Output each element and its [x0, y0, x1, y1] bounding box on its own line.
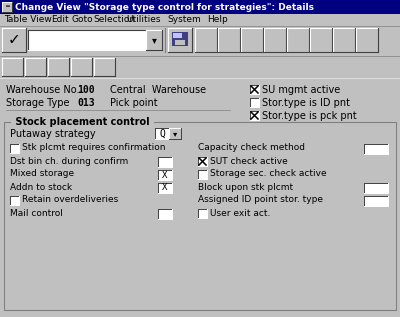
Bar [364, 196, 388, 206]
Text: Table View: Table View [4, 16, 52, 24]
Bar [28, 30, 146, 50]
Bar [2, 58, 23, 76]
Text: Stor.type is ID pnt: Stor.type is ID pnt [262, 98, 350, 108]
Text: X: X [162, 171, 168, 179]
Bar [158, 183, 172, 193]
Bar [158, 157, 172, 167]
Text: 013: 013 [77, 98, 95, 108]
Text: Q: Q [159, 128, 165, 139]
Text: Mixed storage: Mixed storage [10, 170, 74, 178]
Bar [0, 26, 400, 56]
Bar [25, 58, 46, 76]
Bar [168, 28, 192, 52]
Text: Assigned ID point stor. type: Assigned ID point stor. type [198, 196, 323, 204]
Bar [158, 170, 172, 180]
Bar [195, 28, 217, 52]
Text: Block upon stk plcmt: Block upon stk plcmt [198, 183, 293, 191]
Bar [250, 111, 259, 120]
Bar [71, 58, 92, 76]
Text: Help: Help [207, 16, 228, 24]
Text: Addn to stock: Addn to stock [10, 183, 72, 191]
Text: ▾: ▾ [173, 130, 177, 139]
Bar [94, 58, 115, 76]
Bar [10, 144, 19, 153]
Bar [198, 209, 207, 218]
Text: Mail control: Mail control [10, 209, 63, 217]
Bar [241, 28, 263, 52]
Text: Storage sec. check active: Storage sec. check active [210, 170, 327, 178]
Text: Putaway strategy: Putaway strategy [10, 129, 96, 139]
Bar [155, 128, 169, 139]
Bar [264, 28, 286, 52]
Bar [356, 28, 378, 52]
Bar [171, 31, 189, 49]
Text: Pick point: Pick point [110, 98, 158, 108]
Bar [2, 2, 12, 12]
Bar [169, 128, 181, 139]
Text: Warehouse No.: Warehouse No. [6, 85, 80, 95]
Bar [198, 157, 207, 166]
Bar [333, 28, 355, 52]
Text: Stk plcmt requires confirmation: Stk plcmt requires confirmation [22, 144, 166, 152]
Bar [364, 183, 388, 193]
Bar [146, 30, 162, 50]
Text: Utilities: Utilities [126, 16, 160, 24]
Text: System: System [167, 16, 201, 24]
Text: Stor.type is pck pnt: Stor.type is pck pnt [262, 111, 357, 121]
Bar [4, 122, 396, 310]
Bar [10, 196, 19, 205]
Bar [0, 78, 400, 317]
Bar [310, 28, 332, 52]
Text: X: X [162, 184, 168, 192]
Text: Capacity check method: Capacity check method [198, 144, 305, 152]
Bar [158, 209, 172, 219]
Bar [198, 170, 207, 179]
Bar [218, 28, 240, 52]
Bar [172, 32, 188, 46]
Text: 100: 100 [77, 85, 95, 95]
Text: ✓: ✓ [8, 33, 20, 48]
Text: SU mgmt active: SU mgmt active [262, 85, 340, 95]
Text: Storage Type: Storage Type [6, 98, 70, 108]
Bar [173, 33, 182, 38]
Text: Stock placement control: Stock placement control [12, 117, 153, 127]
Text: ▾: ▾ [152, 35, 156, 45]
Text: Goto: Goto [72, 16, 94, 24]
Bar [2, 28, 26, 52]
Text: ═: ═ [5, 4, 9, 10]
Bar [0, 56, 400, 78]
Text: Selection: Selection [93, 16, 135, 24]
Bar [48, 58, 69, 76]
Text: Edit: Edit [51, 16, 69, 24]
Bar [250, 98, 259, 107]
Bar [175, 40, 185, 45]
Bar [0, 0, 400, 14]
Text: Central  Warehouse: Central Warehouse [110, 85, 206, 95]
Bar [364, 144, 388, 154]
Text: Change View "Storage type control for strategies": Details: Change View "Storage type control for st… [15, 3, 314, 11]
Text: User exit act.: User exit act. [210, 209, 270, 217]
Text: Dst bin ch. during confirm: Dst bin ch. during confirm [10, 157, 128, 165]
Bar [287, 28, 309, 52]
Bar [250, 85, 259, 94]
Text: Retain overdeliveries: Retain overdeliveries [22, 196, 118, 204]
Text: SUT check active: SUT check active [210, 157, 288, 165]
Bar [0, 14, 400, 26]
